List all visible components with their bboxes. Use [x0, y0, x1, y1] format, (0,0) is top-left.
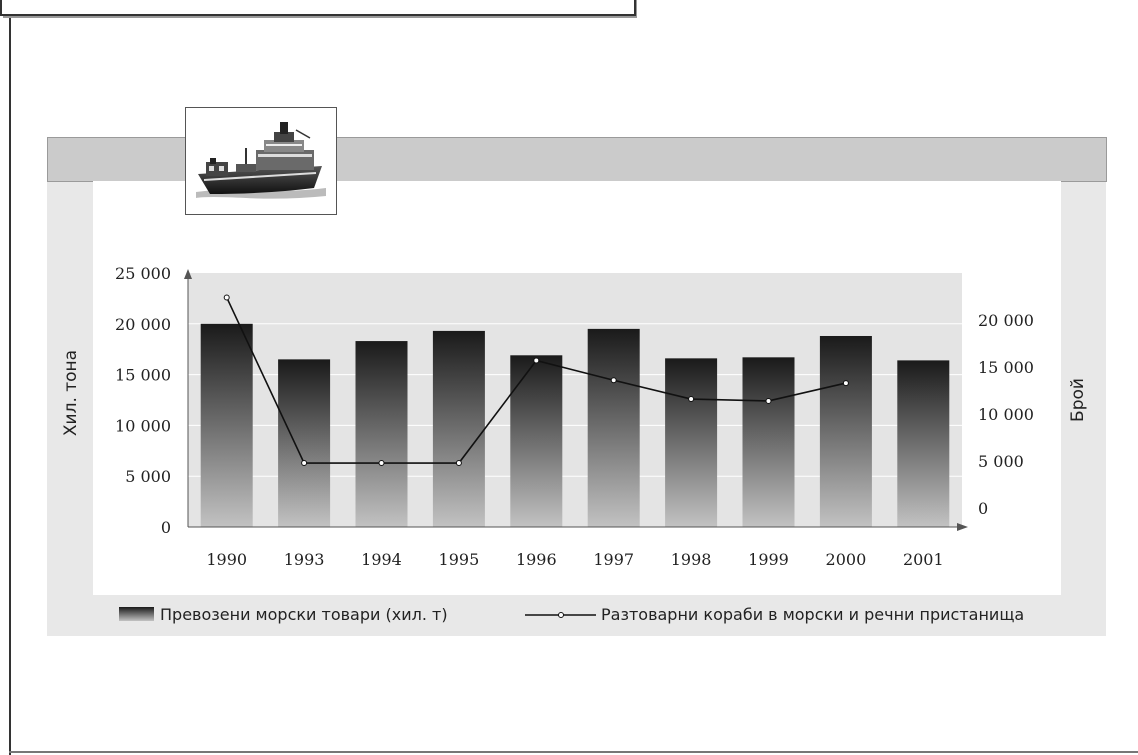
y-left-tick-label: 10 000 — [115, 416, 171, 435]
y-left-tick-label: 0 — [161, 518, 171, 537]
bar-1996 — [510, 355, 563, 527]
legend-line-marker — [558, 612, 564, 618]
bar-2000 — [819, 335, 872, 527]
y-right-tick-label: 0 — [978, 499, 988, 518]
y-right-tick-label: 20 000 — [978, 311, 1034, 330]
x-tick-labels: 1990 1993 1994 1995 1996 1997 1998 1999 2000 2001 — [206, 550, 943, 569]
x-tick-label: 1999 — [748, 550, 789, 569]
right-tick-labels: 0 5 000 10 000 15 000 20 000 — [978, 311, 1034, 518]
y-right-tick-label: 10 000 — [978, 405, 1034, 424]
line-point-1998 — [688, 396, 695, 403]
legend-line-label: Разтоварни кораби в морски и речни прист… — [601, 605, 1024, 624]
x-tick-label: 1996 — [516, 550, 557, 569]
ship-image-box — [185, 107, 337, 215]
legend-bar-label: Превозени морски товари (хил. т) — [160, 605, 448, 624]
line-point-1997 — [610, 377, 617, 384]
y-left-tick-label: 5 000 — [125, 467, 171, 486]
legend-bar-swatch — [119, 607, 154, 621]
y-left-axis-title: Хил. тона — [61, 350, 81, 436]
x-tick-label: 1997 — [593, 550, 634, 569]
bar-1990 — [200, 323, 253, 527]
axes — [184, 269, 968, 531]
x-tick-label: 2000 — [826, 550, 867, 569]
y-left-tick-label: 25 000 — [115, 264, 171, 283]
line-point-1994 — [378, 460, 385, 467]
line-series — [223, 294, 849, 467]
line-point-1993 — [301, 460, 308, 467]
top-box-shadow-bottom — [3, 15, 637, 18]
x-tick-label: 1994 — [361, 550, 402, 569]
x-tick-label: 1998 — [671, 550, 712, 569]
bar-1997 — [587, 328, 640, 527]
page-frame-left — [9, 0, 11, 755]
bars — [200, 323, 950, 527]
bar-1994 — [355, 341, 408, 527]
ship-icon — [196, 122, 326, 199]
bar-1998 — [665, 358, 718, 527]
bar-1995 — [432, 330, 485, 527]
x-axis-arrow — [957, 523, 968, 531]
line-point-2000 — [842, 380, 849, 387]
x-tick-label: 1990 — [206, 550, 247, 569]
x-tick-label: 1995 — [439, 550, 480, 569]
y-right-tick-label: 15 000 — [978, 358, 1034, 377]
left-tick-labels: 0 5 000 10 000 15 000 20 000 25 000 — [115, 264, 171, 537]
y-right-axis-title: Брой — [1068, 378, 1088, 422]
line-point-1999 — [765, 397, 772, 404]
y-left-tick-label: 15 000 — [115, 366, 171, 385]
x-tick-label: 1993 — [284, 550, 325, 569]
page-frame-bottom — [9, 751, 1138, 753]
bar-2001 — [897, 360, 950, 527]
y-left-axis-arrow — [184, 269, 192, 279]
y-left-tick-label: 20 000 — [115, 315, 171, 334]
line-point-1996 — [533, 357, 540, 364]
line-point-1990 — [223, 294, 230, 301]
top-text-box — [0, 0, 636, 16]
y-right-tick-label: 5 000 — [978, 452, 1024, 471]
line-point-1995 — [455, 460, 462, 467]
bar-1999 — [742, 357, 795, 527]
x-tick-label: 2001 — [903, 550, 944, 569]
bar-1993 — [278, 359, 331, 527]
